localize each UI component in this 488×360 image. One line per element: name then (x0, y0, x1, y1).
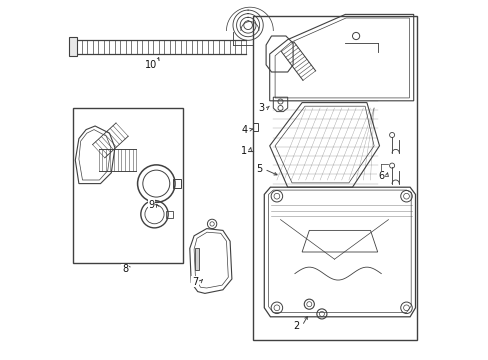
Text: 3: 3 (258, 103, 264, 113)
Text: 5: 5 (255, 164, 262, 174)
Bar (252, 123, 257, 131)
Text: 7: 7 (192, 276, 198, 287)
Text: 10: 10 (144, 60, 157, 70)
Bar (69, 37, 77, 56)
Bar (173, 179, 181, 188)
Text: 4: 4 (241, 125, 247, 135)
Text: 1: 1 (241, 146, 247, 156)
Text: 9: 9 (148, 200, 154, 210)
Text: 6: 6 (377, 171, 384, 181)
Text: 2: 2 (293, 321, 299, 331)
Bar (73, 108, 183, 263)
Bar (166, 211, 172, 218)
Bar (253, 16, 416, 340)
Text: 8: 8 (122, 264, 128, 274)
Bar (194, 248, 199, 270)
